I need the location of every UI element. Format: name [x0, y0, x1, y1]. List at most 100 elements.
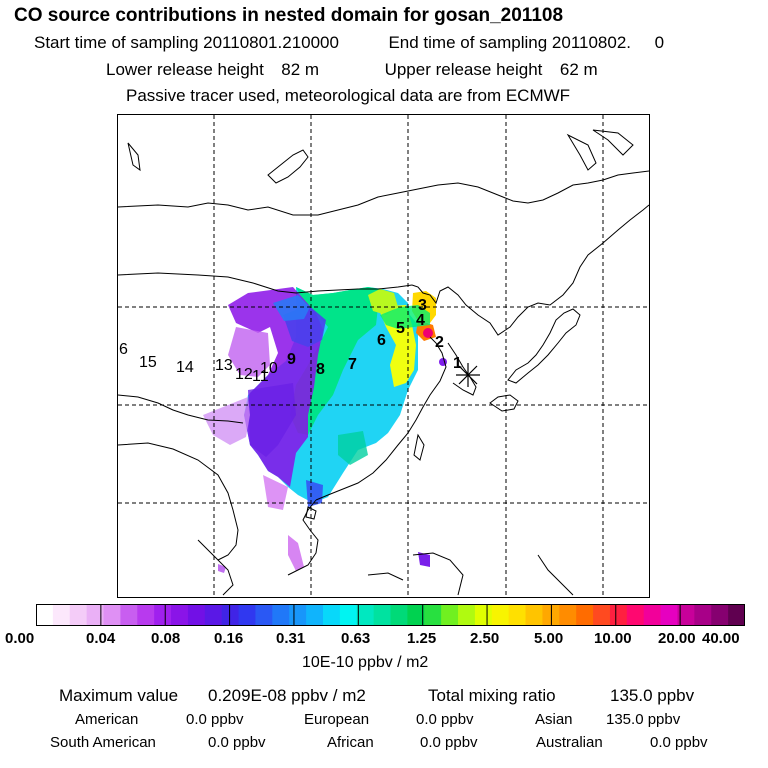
colorbar-swatch [643, 604, 662, 626]
american-label: American [75, 711, 139, 728]
colorbar-swatch [525, 604, 544, 626]
colorbar-swatch [677, 604, 695, 626]
region-label-6: 6 [377, 332, 386, 349]
european-value: 0.0 ppbv [416, 711, 474, 728]
start-time-label: Start time of sampling [34, 33, 199, 52]
colorbar-tick: 0.00 [5, 630, 35, 647]
colorbar-swatch [272, 604, 290, 626]
colorbar-swatch [171, 604, 189, 626]
start-time-value: 20110801.210000 [203, 33, 339, 52]
colorbar-swatch [593, 604, 611, 626]
total-mixing-label: Total mixing ratio [428, 686, 556, 705]
colorbar-swatch [86, 604, 105, 626]
african-value: 0.0 ppbv [420, 734, 478, 751]
region-label-2: 2 [435, 334, 444, 351]
colorbar-swatch [474, 604, 493, 626]
graticule [118, 115, 649, 597]
colorbar-unit: 10E-10 ppbv / m2 [302, 654, 429, 671]
colorbar-swatch [694, 604, 712, 626]
colorbar-swatch [120, 604, 138, 626]
lower-height-label: Lower release height [106, 60, 264, 79]
colorbar-swatch [626, 604, 645, 626]
concentration-field [203, 287, 447, 573]
colorbar-swatch [559, 604, 577, 626]
end-time-label: End time of sampling [388, 33, 548, 52]
colorbar-swatch [137, 604, 155, 626]
colorbar-swatch [508, 604, 527, 626]
colorbar-tick: 20.00 [658, 630, 696, 647]
colorbar-swatch [407, 604, 425, 626]
australian-value: 0.0 ppbv [650, 734, 708, 751]
african-label: African [327, 734, 374, 751]
colorbar-tick: 0.04 [86, 630, 116, 647]
region-label-16: 6 [119, 341, 128, 358]
colorbar-tick: 0.16 [214, 630, 244, 647]
region-label-9: 9 [287, 351, 296, 368]
total-mixing-value: 135.0 ppbv [610, 686, 695, 705]
colorbar-swatch [36, 604, 54, 626]
colorbar-swatch [660, 604, 679, 626]
colorbar-swatch [356, 604, 375, 626]
region-label-8: 8 [316, 361, 325, 378]
tracer-note: Passive tracer used, meteorological data… [126, 86, 571, 105]
colorbar-swatch [458, 604, 476, 626]
australian-label: Australian [536, 734, 603, 751]
receptor-star [456, 363, 480, 387]
colorbar-swatch [322, 604, 341, 626]
colorbar-swatch [103, 604, 121, 626]
colorbar-swatch [373, 604, 392, 626]
release-heights: Lower release height 82 m Upper release … [106, 60, 598, 80]
colorbar-swatch [390, 604, 408, 626]
colorbar-swatch [306, 604, 324, 626]
region-label-1: 1 [453, 355, 462, 372]
colorbar-swatch [255, 604, 273, 626]
european-label: European [304, 711, 370, 728]
region-label-12: 12 [235, 366, 253, 383]
asian-value: 135.0 ppbv [606, 711, 681, 728]
colorbar-swatch [576, 604, 594, 626]
asian-label: Asian [535, 711, 573, 728]
max-value: 0.209E-08 ppbv / m2 [208, 686, 366, 705]
colorbar-swatch [154, 604, 172, 626]
region-label-13: 13 [215, 357, 233, 374]
colorbar-swatch [187, 604, 206, 626]
south-american-label: South American [50, 734, 156, 751]
colorbar-swatch [204, 604, 223, 626]
colorbar-swatch [441, 604, 459, 626]
colorbar-border [36, 604, 745, 626]
upper-height-label: Upper release height [384, 60, 543, 79]
region-label-15: 15 [139, 354, 157, 371]
region-label-4: 4 [416, 312, 425, 329]
colorbar-swatch [491, 604, 510, 626]
colorbar-swatch [424, 604, 442, 626]
end-time-value: 20110802. 0 [551, 33, 665, 52]
american-value: 0.0 ppbv [186, 711, 244, 728]
colorbar-tick: 0.63 [341, 630, 371, 647]
upper-height-value: 62 m [559, 60, 598, 79]
region-label-5: 5 [396, 320, 405, 337]
colorbar [36, 604, 745, 626]
max-value-label: Maximum value [59, 686, 179, 705]
colorbar-tick: 0.08 [151, 630, 181, 647]
colorbar-swatch [711, 604, 729, 626]
colorbar-swatch [289, 604, 307, 626]
lower-height-value: 82 m [281, 60, 320, 79]
region-label-7: 7 [348, 356, 357, 373]
colorbar-swatch [339, 604, 358, 626]
map-panel [117, 114, 650, 598]
sampling-times: Start time of sampling 20110801.210000 E… [34, 33, 664, 53]
colorbar-tick: 5.00 [534, 630, 564, 647]
colorbar-swatch [52, 604, 71, 626]
plot-title: CO source contributions in nested domain… [14, 5, 564, 26]
map-canvas [117, 115, 650, 597]
south-american-value: 0.0 ppbv [208, 734, 266, 751]
colorbar-swatch [238, 604, 257, 626]
colorbar-swatch [69, 604, 88, 626]
colorbar-tick: 1.25 [407, 630, 437, 647]
colorbar-swatch [221, 604, 240, 626]
colorbar-swatch [609, 604, 628, 626]
colorbar-swatch [728, 604, 745, 626]
colorbar-tick: 0.31 [276, 630, 306, 647]
colorbar-tick: 10.00 [594, 630, 632, 647]
colorbar-tick: 40.00 [702, 630, 740, 647]
